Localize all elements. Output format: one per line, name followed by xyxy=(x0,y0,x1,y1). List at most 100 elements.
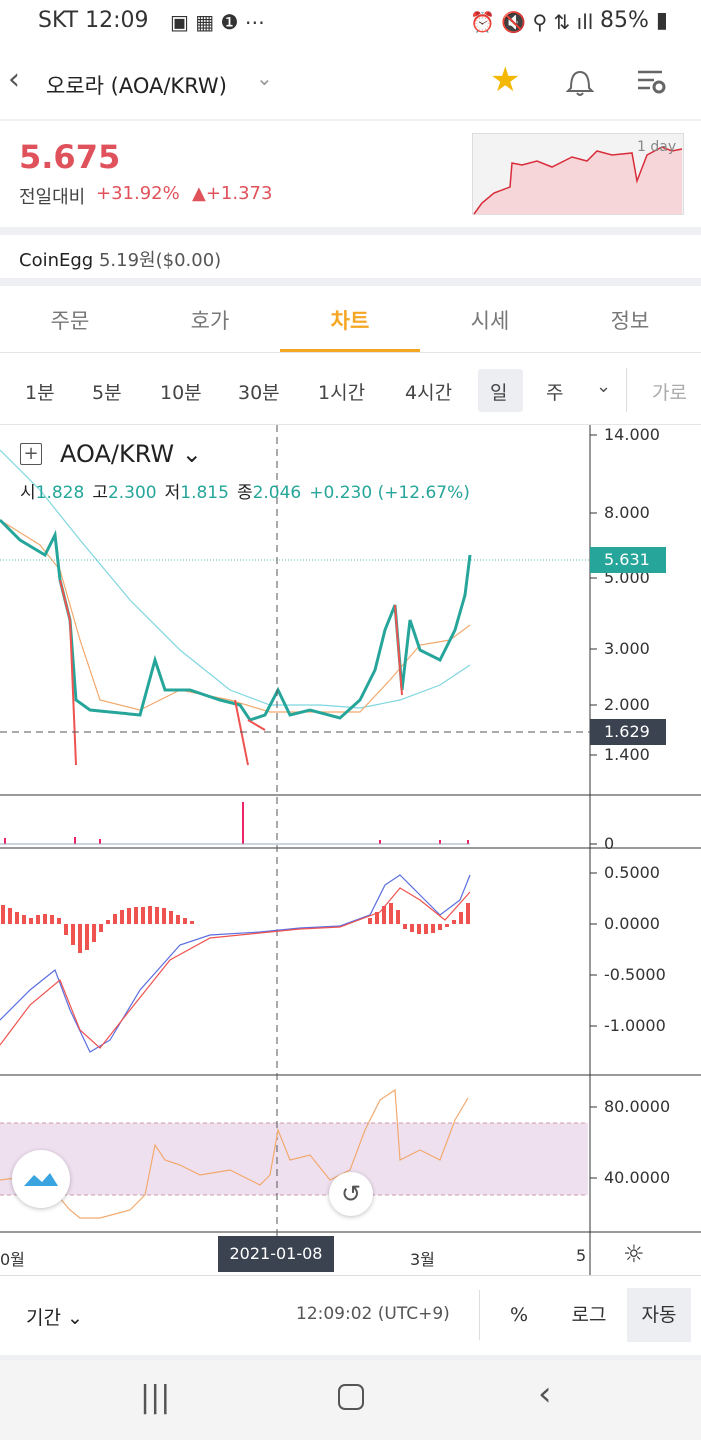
axis-label: -1.0000 xyxy=(604,1016,666,1035)
divider xyxy=(0,1275,701,1276)
sparkline-area xyxy=(474,147,682,214)
chart-body xyxy=(0,425,701,1275)
reset-button[interactable]: ↺ xyxy=(329,1172,373,1216)
divider xyxy=(479,1290,480,1340)
alarm[interactable] xyxy=(565,66,595,98)
period-select[interactable]: 기간 ⌄ xyxy=(26,1307,83,1329)
interval[interactable]: 1시간 xyxy=(318,382,366,404)
signal-line xyxy=(0,887,471,1049)
change-abs-value: +1.373 xyxy=(205,183,273,204)
dropdown[interactable]: ⌄ xyxy=(256,66,273,90)
carrier: SKT xyxy=(38,8,79,33)
exchange-name: CoinEgg xyxy=(19,250,94,271)
recent-apps[interactable]: ||| xyxy=(140,1380,171,1415)
interval[interactable]: 30분 xyxy=(238,382,280,404)
footer-button[interactable]: 자동 xyxy=(627,1288,691,1342)
tab[interactable]: 호가 xyxy=(190,309,230,333)
ohlc-key: 고 xyxy=(92,483,108,503)
rsi-line xyxy=(0,1088,469,1219)
axis-label: 3.000 xyxy=(604,639,650,658)
tab[interactable]: 시세 xyxy=(470,309,510,333)
last-price-tag: 5.631 xyxy=(590,547,666,573)
add-indicator[interactable]: + xyxy=(20,443,42,465)
axis-label: 2.000 xyxy=(604,695,650,714)
change-label: 전일대비 xyxy=(19,187,86,208)
exchange[interactable]: CoinEgg 5.19원($0.00) xyxy=(19,246,221,272)
back[interactable]: ‹ xyxy=(538,1374,552,1414)
tab[interactable]: 주문 xyxy=(50,309,90,333)
logo-button[interactable] xyxy=(12,1150,70,1208)
chart xyxy=(0,425,701,1275)
divider xyxy=(0,119,701,121)
chart-settings[interactable]: ☼ xyxy=(623,1240,645,1268)
crosshair-date-tag: 2021-01-08 xyxy=(218,1236,334,1272)
ohlc-change: +0.230 (+12.67%) xyxy=(309,483,470,503)
axis-label: 0 xyxy=(604,834,615,853)
footer-button[interactable]: 로그 xyxy=(571,1304,607,1326)
divider xyxy=(0,278,701,286)
volume-bars xyxy=(4,802,469,844)
footer-button[interactable]: % xyxy=(509,1304,529,1326)
interval-selected-bg xyxy=(478,369,523,412)
current-price: 5.675 xyxy=(19,138,121,176)
favorite[interactable]: ★ xyxy=(490,60,521,100)
clock-label: 12:09:02 (UTC+9) xyxy=(296,1304,450,1324)
time-label: 3월 xyxy=(410,1250,435,1269)
time-label: 5 xyxy=(576,1246,587,1265)
sparkline-line xyxy=(473,146,683,215)
ohlc-value: 2.046 xyxy=(252,483,302,503)
interval[interactable]: 일 xyxy=(490,382,508,404)
coin-title[interactable]: 오로라 (AOA/KRW) xyxy=(46,74,227,98)
axis-label: 1.400 xyxy=(604,745,650,764)
battery: 85% ▮ xyxy=(600,8,669,33)
tab[interactable]: 차트 xyxy=(330,309,370,333)
ohlc-value: 2.300 xyxy=(107,483,157,503)
moving-average xyxy=(0,519,471,713)
ohlc-key: 저 xyxy=(164,483,181,503)
axis-label: -0.5000 xyxy=(604,965,666,984)
axis-label: 0.0000 xyxy=(604,914,660,933)
ohlc-value: 1.828 xyxy=(35,483,85,503)
home[interactable] xyxy=(338,1384,364,1410)
interval[interactable]: 주 xyxy=(546,382,564,404)
symbol[interactable]: AOA/KRW ⌄ xyxy=(60,440,202,468)
divider xyxy=(0,424,701,425)
interval[interactable]: 5분 xyxy=(92,382,122,404)
axis-label: 40.0000 xyxy=(604,1168,671,1187)
carrier: SKT 12:09 xyxy=(38,8,149,33)
back-button[interactable]: ‹ xyxy=(8,62,20,97)
logo-icon xyxy=(24,1173,58,1186)
interval-more[interactable]: ⌄ xyxy=(596,376,612,397)
change-abs: ▲+1.373 xyxy=(192,183,273,204)
axis-ticks xyxy=(590,434,597,1179)
clock: 12:09 xyxy=(85,8,149,33)
price-candles-down xyxy=(59,579,403,766)
period-label: 기간 xyxy=(26,1307,61,1329)
tab[interactable]: 정보 xyxy=(610,309,650,333)
settings[interactable] xyxy=(636,68,668,96)
axis-label: 80.0000 xyxy=(604,1097,671,1116)
battery-level: 85% xyxy=(600,8,649,33)
divider xyxy=(0,1355,701,1360)
sparkline-label: 1 day xyxy=(637,139,676,155)
interval[interactable]: 1분 xyxy=(25,382,55,404)
divider xyxy=(0,227,701,235)
exchange-price: 5.19원($0.00) xyxy=(98,250,222,271)
status-icons: ▣ ▦ ❶ ⋯ xyxy=(170,10,265,34)
nav-bar: ||| ‹ xyxy=(0,1360,701,1440)
tab-indicator xyxy=(280,349,420,352)
axis-label: 8.000 xyxy=(604,503,650,522)
divider xyxy=(626,368,627,412)
crosshair-price-tag: 1.629 xyxy=(590,719,666,745)
ohlc-key: 종 xyxy=(236,483,253,503)
ohlc: 시1.828 고2.300 저1.815 종2.046 +0.230 (+12.67%) xyxy=(20,478,470,503)
interval[interactable]: 10분 xyxy=(160,382,202,404)
change-pct: +31.92% xyxy=(96,183,180,204)
interval[interactable]: 4시간 xyxy=(405,382,453,404)
ohlc-key: 시 xyxy=(20,483,36,503)
divider xyxy=(0,352,701,353)
macd-histogram xyxy=(1,903,470,953)
interval[interactable]: 가로 xyxy=(652,382,687,404)
